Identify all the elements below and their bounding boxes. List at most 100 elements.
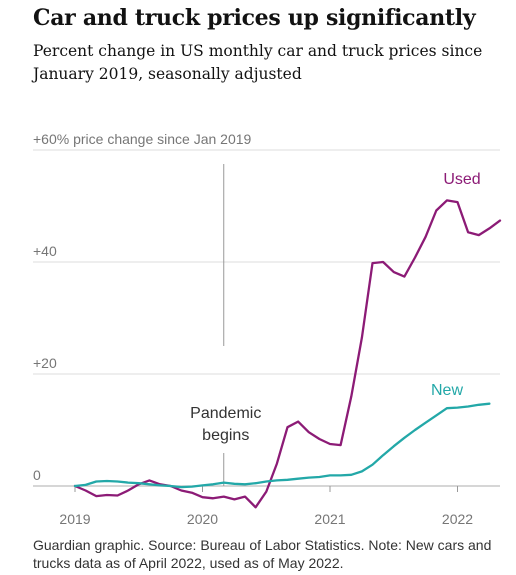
data-point-new — [254, 482, 256, 484]
data-point-used — [456, 201, 458, 203]
data-point-new — [446, 407, 448, 409]
data-point-used — [435, 209, 437, 211]
data-point-used — [329, 443, 331, 445]
data-point-new — [297, 478, 299, 480]
data-point-new — [276, 479, 278, 481]
data-point-new — [244, 483, 246, 485]
data-point-new — [74, 485, 76, 487]
data-point-used — [95, 495, 97, 497]
data-point-used — [180, 489, 182, 491]
data-point-new — [212, 483, 214, 485]
x-tick-label: 2019 — [59, 511, 90, 527]
data-point-new — [361, 470, 363, 472]
data-point-used — [106, 494, 108, 496]
series-layer — [73, 199, 502, 509]
data-point-used — [350, 395, 352, 397]
data-point-used — [488, 227, 490, 229]
data-point-new — [467, 405, 469, 407]
data-point-new — [318, 476, 320, 478]
data-point-used — [244, 495, 246, 497]
data-point-used — [424, 236, 426, 238]
data-point-new — [116, 480, 118, 482]
data-point-used — [254, 506, 256, 508]
data-point-used — [499, 219, 501, 221]
pandemic-annotation-text: Pandemic — [190, 405, 261, 422]
data-point-used — [233, 498, 235, 500]
data-point-used — [371, 262, 373, 264]
series-line-used — [73, 199, 502, 509]
chart-subtitle: Percent change in US monthly car and tru… — [33, 42, 483, 83]
series-label-used: Used — [443, 171, 480, 188]
data-point-new — [169, 485, 171, 487]
data-point-used — [414, 256, 416, 258]
data-point-used — [318, 438, 320, 440]
data-point-new — [414, 429, 416, 431]
data-point-new — [95, 480, 97, 482]
data-point-new — [350, 474, 352, 476]
data-point-new — [371, 464, 373, 466]
data-point-new — [329, 474, 331, 476]
data-point-new — [201, 484, 203, 486]
data-point-used — [382, 261, 384, 263]
data-point-new — [424, 422, 426, 424]
data-point-used — [339, 444, 341, 446]
pandemic-annotation-text: begins — [202, 427, 249, 444]
data-point-new — [403, 437, 405, 439]
data-point-new — [180, 486, 182, 488]
y-tick-label: +60% price change since Jan 2019 — [33, 131, 252, 147]
y-tick-label: +20 — [33, 355, 57, 371]
data-point-new — [191, 485, 193, 487]
data-point-used — [403, 275, 405, 277]
data-point-used — [265, 490, 267, 492]
data-point-used — [148, 479, 150, 481]
data-point-used — [276, 462, 278, 464]
data-point-used — [308, 431, 310, 433]
y-tick-label: 0 — [33, 467, 41, 483]
data-point-used — [297, 420, 299, 422]
data-point-used — [393, 271, 395, 273]
x-tick-label: 2021 — [314, 511, 345, 527]
data-point-used — [361, 336, 363, 338]
data-point-new — [159, 484, 161, 486]
data-point-used — [478, 234, 480, 236]
series-label-new: New — [431, 382, 463, 399]
data-point-used — [191, 492, 193, 494]
data-point-new — [138, 482, 140, 484]
data-point-new — [286, 479, 288, 481]
data-point-used — [127, 489, 129, 491]
data-point-new — [456, 406, 458, 408]
data-point-new — [106, 480, 108, 482]
data-point-used — [201, 496, 203, 498]
data-point-used — [212, 497, 214, 499]
data-point-new — [84, 484, 86, 486]
data-point-new — [148, 483, 150, 485]
data-point-new — [223, 481, 225, 483]
x-tick-label: 2020 — [187, 511, 218, 527]
data-point-used — [116, 494, 118, 496]
data-point-new — [478, 404, 480, 406]
y-tick-label: +40 — [33, 243, 57, 259]
data-point-new — [339, 474, 341, 476]
data-point-used — [286, 426, 288, 428]
data-point-new — [393, 445, 395, 447]
data-point-new — [233, 483, 235, 485]
source-footnote: Guardian graphic. Source: Bureau of Labo… — [33, 537, 492, 571]
data-point-new — [265, 480, 267, 482]
label-layer: 0 +20 +40 +60% price change since Jan 2019 2… — [33, 131, 481, 527]
x-tick-label: 2022 — [442, 511, 473, 527]
data-point-new — [382, 454, 384, 456]
data-point-used — [467, 231, 469, 233]
data-point-new — [435, 414, 437, 416]
series-line-new — [73, 402, 491, 489]
chart-title: Car and truck prices up significantly — [33, 5, 476, 31]
annotation-layer: Pandemic begins — [190, 164, 261, 486]
grid-layer — [33, 149, 500, 492]
data-point-used — [84, 489, 86, 491]
data-point-new — [308, 476, 310, 478]
data-point-used — [446, 199, 448, 201]
data-point-new — [488, 403, 490, 405]
data-point-used — [223, 495, 225, 497]
data-point-new — [127, 481, 129, 483]
